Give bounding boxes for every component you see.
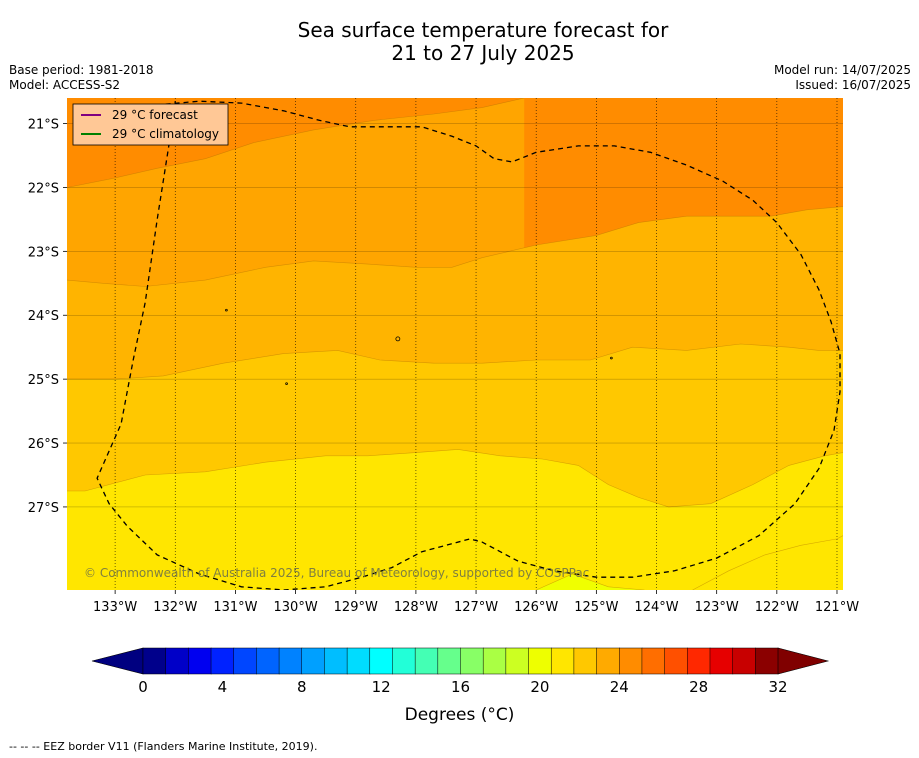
meta-left: Base period: 1981-2018 Model: ACCESS-S2 bbox=[9, 63, 154, 93]
x-tick-label: 121°W bbox=[815, 600, 859, 615]
legend-box: 29 °C forecast 29 °C climatology bbox=[72, 103, 229, 146]
x-tick-label: 130°W bbox=[274, 600, 318, 615]
colorbar-cell bbox=[392, 647, 416, 675]
colorbar-cell bbox=[732, 647, 756, 675]
colorbar-cell bbox=[165, 647, 189, 675]
sst-map: © Commonwealth of Australia 2025, Bureau… bbox=[28, 98, 859, 696]
contour-27 bbox=[67, 98, 525, 188]
contour-26 bbox=[67, 206, 843, 287]
colorbar-cell bbox=[437, 647, 462, 675]
x-tick-label: 124°W bbox=[634, 600, 678, 615]
island bbox=[285, 382, 288, 385]
colorbar-cell bbox=[210, 647, 235, 675]
colorbar-tick-label: 4 bbox=[218, 678, 228, 696]
colorbar-cell bbox=[301, 647, 325, 675]
colorbar-cell bbox=[505, 647, 530, 675]
colorbar-cell bbox=[188, 647, 212, 675]
x-tick-label: 123°W bbox=[695, 600, 739, 615]
y-tick-label: 21°S bbox=[28, 118, 59, 133]
eez-border bbox=[96, 100, 841, 590]
colorbar-cell bbox=[369, 647, 394, 675]
contour-lines bbox=[67, 98, 843, 590]
x-tick-label: 131°W bbox=[213, 600, 257, 615]
colorbar-label: Degrees (°C) bbox=[404, 705, 515, 725]
issued-text: Issued: 16/07/2025 bbox=[795, 78, 911, 92]
colorbar-under-arrow bbox=[91, 647, 144, 675]
band-23-24 bbox=[67, 449, 843, 590]
model-run-text: Model run: 14/07/2025 bbox=[773, 63, 911, 77]
contour-fills bbox=[67, 98, 843, 590]
x-tick-label: 129°W bbox=[334, 600, 378, 615]
y-tick-label: 24°S bbox=[28, 309, 59, 324]
colorbar-tick-label: 32 bbox=[768, 678, 787, 696]
x-tick-label: 132°W bbox=[153, 600, 197, 615]
colorbar-cell bbox=[573, 647, 598, 675]
colorbar-cell bbox=[550, 647, 575, 675]
legend-climatology-label: 29 °C climatology bbox=[112, 127, 219, 141]
colorbar-over-arrow bbox=[777, 647, 830, 675]
colorbar-cell bbox=[346, 647, 371, 675]
colorbar-cell bbox=[482, 647, 507, 675]
y-axis-ticks: 21°S 22°S 23°S 24°S 25°S 26°S 27°S bbox=[28, 118, 67, 516]
title-line-1: Sea surface temperature forecast for bbox=[297, 18, 669, 42]
colorbar-cell bbox=[619, 647, 643, 675]
colorbar-cell bbox=[641, 647, 666, 675]
colorbar-cell bbox=[460, 647, 484, 675]
colorbar-cell bbox=[256, 647, 280, 675]
x-axis-ticks: 133°W 132°W 131°W 130°W 129°W 128°W 127°W 126°W… bbox=[93, 590, 859, 615]
colorbar-tick-label: 12 bbox=[372, 678, 391, 696]
colorbar-tick-label: 28 bbox=[689, 678, 708, 696]
colorbar-cell bbox=[664, 647, 688, 675]
chart-title: Sea surface temperature forecast for 21 … bbox=[0, 19, 919, 65]
colorbar-cell bbox=[709, 647, 734, 675]
x-tick-label: 126°W bbox=[514, 600, 558, 615]
colorbar-tick-label: 8 bbox=[297, 678, 307, 696]
colorbar-cell bbox=[233, 647, 257, 675]
x-tick-label: 122°W bbox=[755, 600, 799, 615]
colorbar-cell bbox=[528, 647, 552, 675]
colorbar-cell bbox=[755, 647, 779, 675]
footer-note: -- -- -- EEZ border V11 (Flanders Marine… bbox=[9, 740, 318, 753]
island bbox=[395, 336, 401, 342]
legend-forecast-label: 29 °C forecast bbox=[112, 108, 198, 122]
meta-right: Model run: 14/07/2025 Issued: 16/07/2025 bbox=[774, 63, 911, 93]
base-period-text: Base period: 1981-2018 bbox=[9, 63, 154, 77]
colorbar-cell bbox=[414, 647, 439, 675]
y-tick-label: 23°S bbox=[28, 245, 59, 260]
island bbox=[225, 308, 228, 312]
colorbar bbox=[91, 647, 830, 675]
y-tick-label: 26°S bbox=[28, 437, 59, 452]
colorbar-tick-label: 16 bbox=[451, 678, 470, 696]
colorbar-cell bbox=[596, 647, 620, 675]
colorbar-cell bbox=[142, 647, 167, 675]
colorbar-tick-label: 0 bbox=[138, 678, 148, 696]
x-tick-label: 125°W bbox=[574, 600, 618, 615]
colorbar-cell bbox=[324, 647, 348, 675]
y-tick-label: 25°S bbox=[28, 373, 59, 388]
title-line-2: 21 to 27 July 2025 bbox=[391, 41, 575, 65]
island bbox=[610, 356, 613, 360]
x-tick-label: 128°W bbox=[394, 600, 438, 615]
contour-23 bbox=[536, 573, 645, 590]
watermark-text: © Commonwealth of Australia 2025, Bureau… bbox=[84, 566, 589, 580]
colorbar-tick-label: 20 bbox=[530, 678, 549, 696]
eez-border-line bbox=[96, 100, 841, 590]
colorbar-cell bbox=[278, 647, 303, 675]
contour-22 bbox=[692, 535, 843, 590]
colorbar-ticks: 0 4 8 12 16 20 24 28 32 bbox=[138, 678, 787, 696]
x-tick-label: 127°W bbox=[454, 600, 498, 615]
y-tick-label: 27°S bbox=[28, 501, 59, 516]
colorbar-cell bbox=[687, 647, 711, 675]
islands bbox=[225, 308, 613, 385]
x-tick-label: 133°W bbox=[93, 600, 137, 615]
y-tick-label: 22°S bbox=[28, 181, 59, 196]
map-grid bbox=[67, 98, 843, 590]
colorbar-tick-label: 24 bbox=[610, 678, 629, 696]
contour-25 bbox=[67, 343, 843, 380]
contour-24 bbox=[67, 449, 843, 508]
model-text: Model: ACCESS-S2 bbox=[9, 78, 121, 92]
